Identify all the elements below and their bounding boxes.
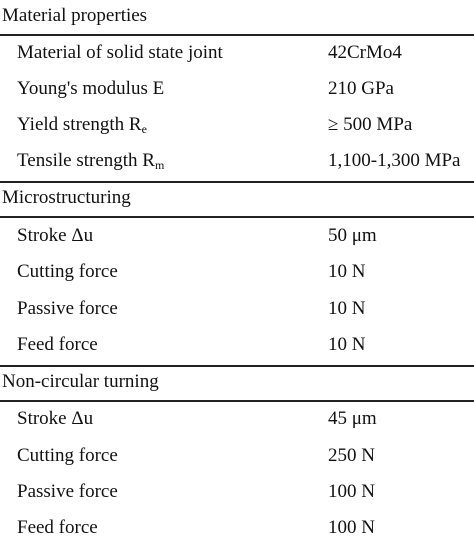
row-value: 10 N xyxy=(328,334,366,355)
table-row: Cutting force 10 N xyxy=(0,254,474,290)
row-value: 10 N xyxy=(328,261,366,282)
table-row: Tensile strength Rm 1,100-1,300 MPa xyxy=(0,143,474,179)
row-value: 100 N xyxy=(328,517,375,538)
table-row: Stroke Δu 50 μm xyxy=(0,218,474,254)
table-row: Passive force 10 N xyxy=(0,291,474,327)
row-label: Feed force xyxy=(17,334,98,355)
row-value: 42CrMo4 xyxy=(328,42,402,63)
row-value: 10 N xyxy=(328,298,366,319)
section-title-microstructuring: Microstructuring xyxy=(2,187,131,208)
row-value: ≥ 500 MPa xyxy=(328,114,413,135)
row-value: 50 μm xyxy=(328,225,377,246)
section-title-non-circular-turning: Non-circular turning xyxy=(2,371,159,392)
row-label: Feed force xyxy=(17,517,98,538)
section-title-material-properties: Material properties xyxy=(2,5,148,26)
table-row: Stroke Δu 45 μm xyxy=(0,401,474,437)
row-value: 210 GPa xyxy=(328,78,394,99)
section-divider xyxy=(0,216,474,218)
row-label: Material of solid state joint xyxy=(17,42,223,63)
table-row: Feed force 10 N xyxy=(0,327,474,363)
table-row: Yield strength Re ≥ 500 MPa xyxy=(0,107,474,143)
row-label: Cutting force xyxy=(17,445,118,466)
table-row: Feed force 100 N xyxy=(0,510,474,546)
section-divider xyxy=(0,400,474,402)
row-label: Cutting force xyxy=(17,261,118,282)
row-label: Stroke Δu xyxy=(17,225,94,246)
row-label: Yield strength Re xyxy=(17,114,147,136)
section-divider xyxy=(0,365,474,367)
section-divider xyxy=(0,181,474,183)
table-row: Material of solid state joint 42CrMo4 xyxy=(0,35,474,71)
subscript: e xyxy=(141,122,147,136)
row-label: Stroke Δu xyxy=(17,408,94,429)
row-value: 100 N xyxy=(328,481,375,502)
subscript: m xyxy=(154,158,165,172)
row-value: 1,100-1,300 MPa xyxy=(328,150,461,171)
table-row: Young's modulus E 210 GPa xyxy=(0,71,474,107)
section-divider xyxy=(0,34,474,36)
row-value: 45 μm xyxy=(328,408,377,429)
row-label: Passive force xyxy=(17,481,118,502)
table-row: Cutting force 250 N xyxy=(0,438,474,474)
row-label: Young's modulus E xyxy=(17,78,165,99)
row-value: 250 N xyxy=(328,445,375,466)
row-label: Tensile strength Rm xyxy=(17,150,165,172)
table-row: Passive force 100 N xyxy=(0,474,474,510)
row-label: Passive force xyxy=(17,298,118,319)
